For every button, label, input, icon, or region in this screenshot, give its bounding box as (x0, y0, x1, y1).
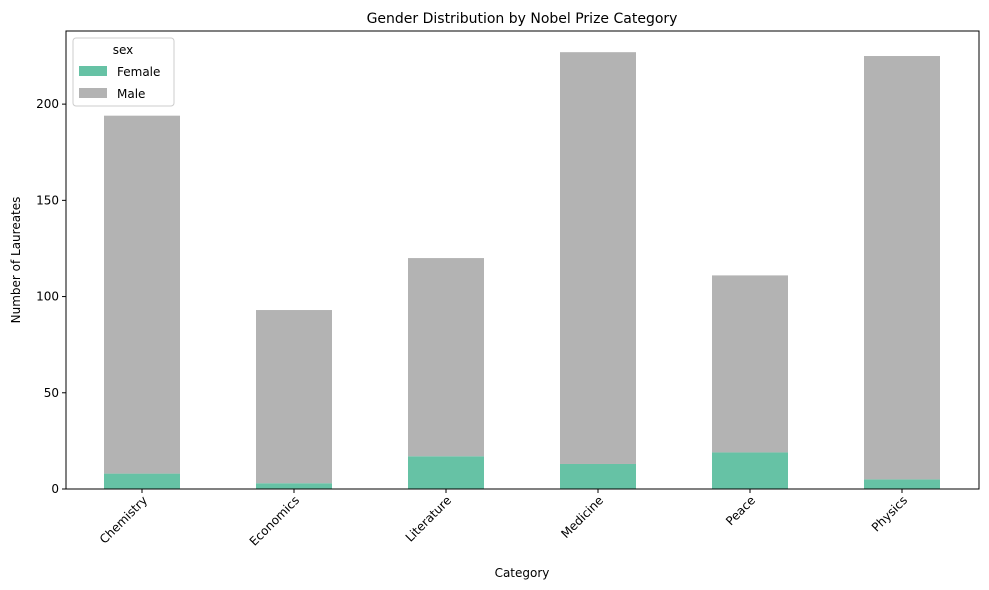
y-tick-label: 150 (36, 193, 59, 207)
y-axis: 0 50 100 150 200 (36, 97, 66, 496)
legend-title: sex (113, 43, 134, 57)
bar-female-economics (256, 483, 332, 489)
plot-frame (65, 30, 980, 490)
x-tick-label-peace: Peace (723, 493, 758, 528)
bar-male-physics (864, 56, 940, 480)
x-tick-label-economics: Economics (247, 493, 302, 548)
x-tick-label-literature: Literature (403, 493, 454, 544)
bar-female-peace (712, 452, 788, 489)
bar-female-literature (408, 456, 484, 489)
bar-male-medicine (560, 52, 636, 464)
bar-male-chemistry (104, 115, 180, 474)
bar-female-medicine (560, 463, 636, 489)
bar-male-peace (712, 275, 788, 453)
legend: sex Female Male (72, 37, 175, 107)
legend-swatch-female (79, 66, 107, 76)
bar-male-economics (256, 310, 332, 484)
bar-female-physics (864, 479, 940, 489)
x-tick-label-medicine: Medicine (558, 493, 606, 541)
x-tick-label-chemistry: Chemistry (97, 493, 150, 546)
legend-label-female: Female (117, 65, 160, 79)
y-tick-label: 50 (44, 386, 59, 400)
y-axis-label: Number of Laureates (9, 197, 23, 324)
x-axis: Chemistry Economics Literature Medicine Peac… (97, 489, 910, 549)
y-tick-label: 0 (51, 482, 59, 496)
chart-title: Gender Distribution by Nobel Prize Categ… (367, 11, 678, 27)
legend-label-male: Male (117, 87, 145, 101)
y-tick-label: 100 (36, 290, 59, 304)
y-tick-label: 200 (36, 97, 59, 111)
legend-swatch-male (79, 88, 107, 98)
bar-female-chemistry (104, 473, 180, 489)
x-tick-label-physics: Physics (869, 493, 910, 534)
x-axis-label: Category (495, 566, 550, 580)
bar-male-literature (408, 258, 484, 457)
bars (104, 52, 940, 489)
